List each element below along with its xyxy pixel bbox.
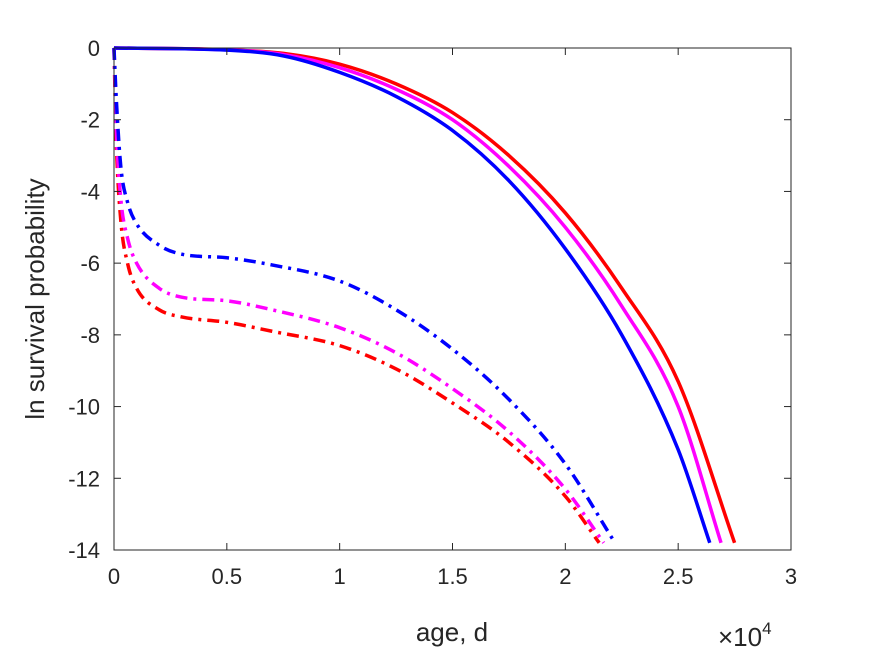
x-tick-label: 0 bbox=[108, 564, 120, 589]
y-tick-label: -2 bbox=[80, 108, 100, 133]
y-tick-label: -6 bbox=[80, 251, 100, 276]
x-axis-label: age, d bbox=[416, 617, 488, 647]
series-layer bbox=[112, 46, 737, 544]
x-exponent-base: ×10 bbox=[718, 622, 762, 652]
x-tick-label: 2.5 bbox=[663, 564, 694, 589]
x-exponent-label: ×104 bbox=[718, 619, 772, 652]
x-tick-label: 3 bbox=[785, 564, 797, 589]
series-line-4-dashdot bbox=[112, 47, 606, 544]
y-axis-label: ln survival probability bbox=[20, 178, 50, 419]
y-tick-label: -8 bbox=[80, 323, 100, 348]
series-line-5-dashdot bbox=[112, 47, 617, 544]
x-tick-label: 2 bbox=[559, 564, 571, 589]
plot-frame bbox=[113, 47, 792, 551]
y-tick-label: -12 bbox=[68, 466, 100, 491]
series-line-0-solid bbox=[113, 46, 737, 544]
y-tick-label: -10 bbox=[68, 395, 100, 420]
x-exponent-power: 4 bbox=[762, 619, 771, 638]
x-tick-label: 0.5 bbox=[212, 564, 243, 589]
series-line-3-dashdot bbox=[112, 47, 601, 544]
tick-layer: 0 0.5 1 1.5 2 2.5 3 0 -2 -4 -6 -8 -10 -12 -14 bbox=[68, 36, 797, 589]
x-tick-label: 1.5 bbox=[437, 564, 468, 589]
series-line-2-solid bbox=[113, 46, 712, 544]
x-tick-label: 1 bbox=[334, 564, 346, 589]
y-tick-label: 0 bbox=[88, 36, 100, 61]
y-tick-label: -14 bbox=[68, 538, 100, 563]
series-line-1-solid bbox=[113, 46, 723, 544]
y-tick-label: -4 bbox=[80, 179, 100, 204]
